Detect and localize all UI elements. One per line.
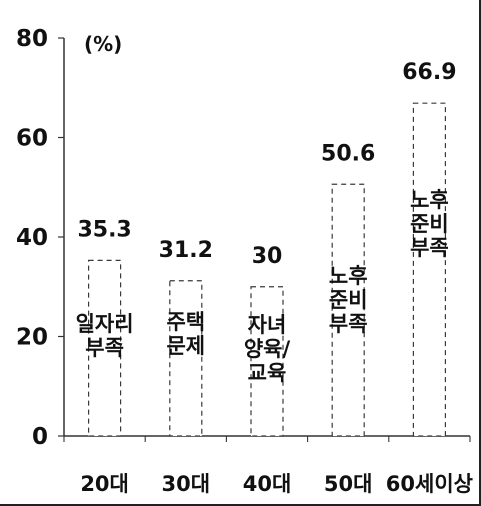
- bar-annotation-line: 부족: [329, 312, 368, 336]
- bar-4: [331, 183, 365, 437]
- bar-annotation-line: 교육: [248, 361, 287, 385]
- chart-bars: [87, 102, 446, 437]
- bar-annotation-line: 노후: [329, 264, 368, 288]
- value-label: 35.3: [77, 217, 131, 242]
- bar-annotation-line: 부족: [85, 336, 124, 360]
- y-tick-label: 0: [32, 424, 48, 450]
- bar-annotation-line: 양육/: [244, 337, 291, 361]
- category-label: 20대: [80, 472, 129, 496]
- bar-2: [169, 280, 203, 437]
- bar-annotation-line: 준비: [329, 288, 368, 312]
- bar-annotation-line: 준비: [410, 212, 449, 236]
- category-label: 60세이상: [386, 472, 473, 496]
- value-label: 50.6: [321, 141, 375, 166]
- category-label: 40대: [243, 472, 292, 496]
- chart-axes: 0 20 40 60 80: [16, 26, 471, 450]
- bar-1: [87, 259, 122, 437]
- bar-annotation-line: 일자리: [76, 312, 134, 336]
- bar-annotation-line: 부족: [410, 236, 449, 260]
- bar-annotation-line: 노후: [410, 188, 449, 212]
- chart-labels: (%)35.320대일자리부족31.230대주택문제3040대자녀양육/교육50…: [76, 32, 473, 496]
- bar-annotation-line: 문제: [166, 334, 205, 358]
- value-label: 30: [252, 244, 283, 269]
- bar-5: [412, 102, 446, 437]
- y-tick-label: 40: [16, 225, 48, 251]
- y-tick-label: 80: [16, 26, 48, 52]
- unit-label: (%): [84, 32, 122, 56]
- bar-3: [250, 286, 284, 437]
- bar-annotation-line: 주택: [166, 310, 205, 334]
- y-tick-label: 20: [16, 325, 48, 351]
- category-label: 30대: [162, 472, 211, 496]
- value-label: 31.2: [159, 238, 213, 263]
- category-label: 50대: [324, 472, 373, 496]
- y-tick-label: 60: [16, 126, 48, 152]
- value-label: 66.9: [402, 60, 456, 85]
- bar-annotation-line: 자녀: [248, 313, 287, 337]
